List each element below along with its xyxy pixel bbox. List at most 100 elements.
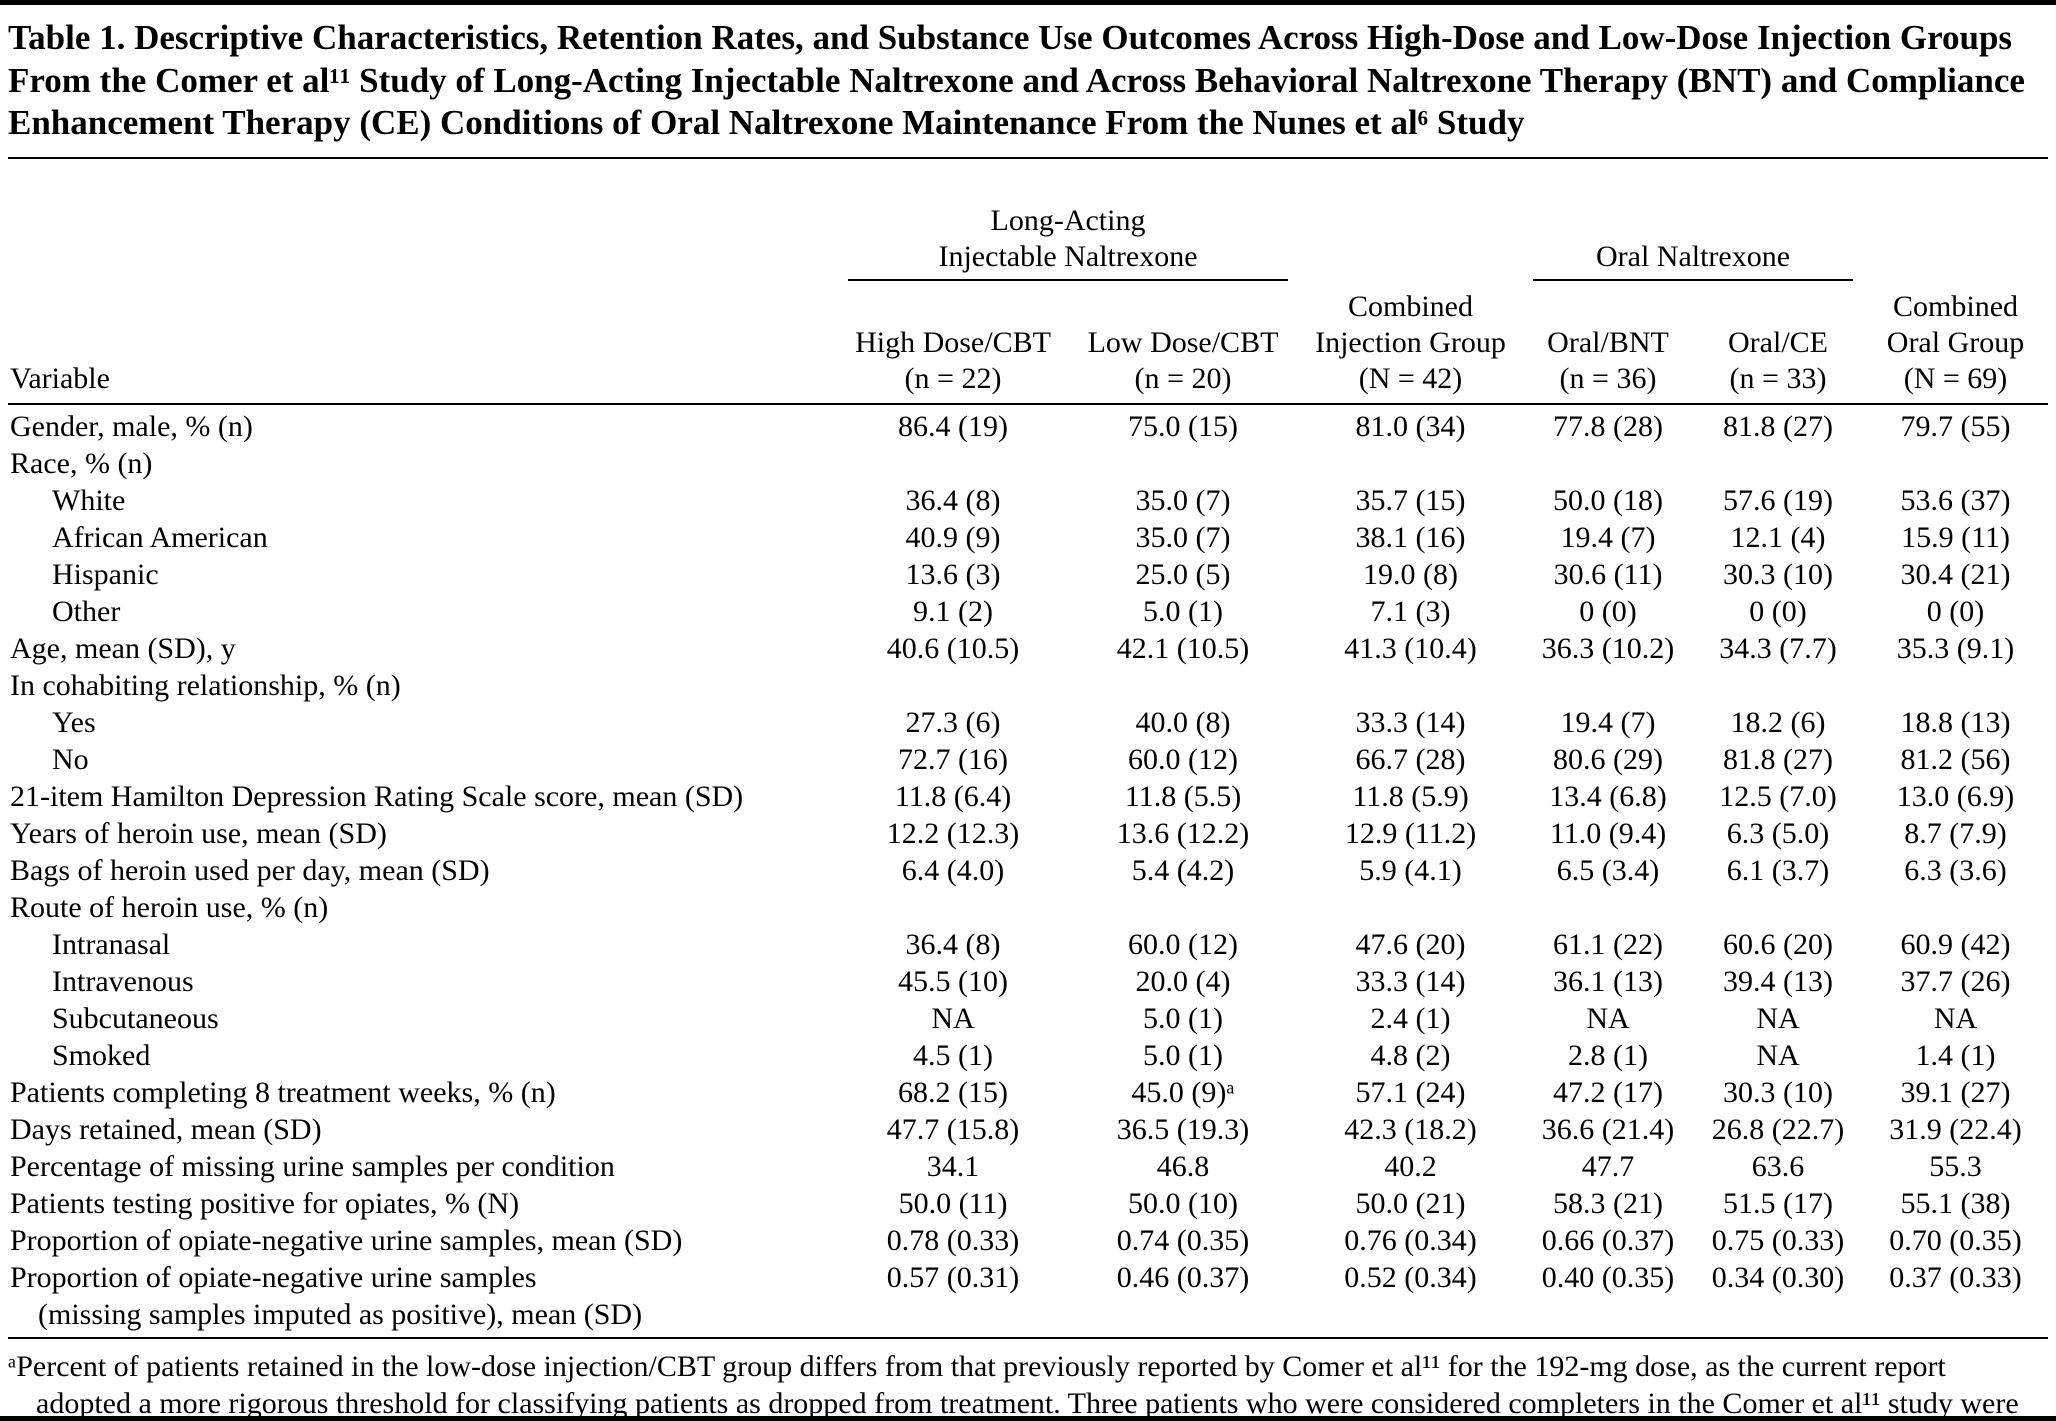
value-cell [1298, 445, 1523, 482]
value-cell: 27.3 (6) [905, 706, 1001, 740]
value-cell: 34.1 [926, 1150, 980, 1184]
value-cell: 50.0 (18) [1553, 484, 1663, 518]
value-cell: 25.0 (5) [1135, 558, 1231, 592]
row-label: Patients testing positive for opiates, %… [10, 1187, 520, 1221]
value-cell: 40.6 (10.5) [886, 632, 1020, 666]
value-cell: 5.0 (1) [1143, 1039, 1223, 1073]
table-row: Proportion of opiate-negative urine samp… [8, 1259, 2048, 1338]
value-cell: 0 (0) [1749, 595, 1807, 629]
value-cell: 6.1 (3.7) [1726, 854, 1830, 888]
value-cell: 0.70 (0.35) [1889, 1224, 2022, 1258]
row-label: Yes [52, 706, 96, 740]
value-cell [1068, 445, 1298, 482]
row-label: Other [52, 595, 121, 629]
value-cell: 0.40 (0.35) [1541, 1261, 1675, 1295]
value-cell: 12.5 (7.0) [1719, 780, 1837, 814]
table-row: Smoked 4.5 (1) 5.0 (1) 4.8 (2) 2.8 (1) NA 1.4 … [8, 1037, 2048, 1074]
value-cell: 55.1 (38) [1900, 1187, 2011, 1221]
value-cell: 0 (0) [1926, 595, 1985, 629]
value-cell: 13.6 (3) [905, 558, 1001, 592]
value-cell: 30.4 (21) [1900, 558, 2011, 592]
value-cell: 36.6 (21.4) [1541, 1113, 1675, 1147]
value-cell: 2.4 (1) [1370, 1002, 1451, 1036]
value-cell: NA [931, 1002, 975, 1036]
value-cell [1523, 667, 1693, 704]
value-cell: 11.8 (5.5) [1124, 780, 1242, 814]
row-label: Age, mean (SD), y [10, 632, 236, 666]
table-row: Subcutaneous NA 5.0 (1) 2.4 (1) NA NA NA [8, 1000, 2048, 1037]
value-cell: 0.34 (0.30) [1711, 1261, 1845, 1295]
value-cell [1863, 445, 2048, 482]
value-cell: 40.2 [1384, 1150, 1437, 1184]
table-row: Proportion of opiate-negative urine samp… [8, 1222, 2048, 1259]
value-cell [1298, 889, 1523, 926]
row-label: Subcutaneous [52, 1002, 219, 1036]
value-cell: 13.4 (6.8) [1549, 780, 1667, 814]
table-body: Gender, male, % (n) 86.4 (19) 75.0 (15) 81.… [8, 404, 2049, 1339]
value-cell: 46.8 [1156, 1150, 1210, 1184]
value-cell [1863, 889, 2048, 926]
row-label: 21-item Hamilton Depression Rating Scale… [10, 780, 744, 814]
table-row: Bags of heroin used per day, mean (SD) 6.… [8, 852, 2048, 889]
value-cell: 6.5 (3.4) [1556, 854, 1660, 888]
spanner-injectable: Long-Acting Injectable Naltrexone [838, 159, 1298, 317]
value-cell: 35.7 (15) [1355, 484, 1466, 518]
table-row: African American 40.9 (9) 35.0 (7) 38.1 (16… [8, 519, 2048, 556]
value-cell: 0.52 (0.34) [1344, 1261, 1477, 1295]
value-cell: 26.8 (22.7) [1711, 1113, 1845, 1147]
value-cell: 11.0 (9.4) [1549, 817, 1667, 851]
row-label: Route of heroin use, % (n) [10, 891, 329, 925]
data-table: Variable Long-Acting Injectable Naltrexo… [8, 159, 2049, 1339]
row-label: Hispanic [52, 558, 159, 592]
value-cell: 15.9 (11) [1901, 521, 2010, 555]
value-cell: 47.7 [1581, 1150, 1635, 1184]
value-cell: 36.1 (13) [1553, 965, 1663, 999]
table-row: Percentage of missing urine samples per … [8, 1148, 2048, 1185]
value-cell [838, 445, 1068, 482]
value-cell: 35.3 (9.1) [1896, 632, 2015, 666]
value-cell: NA [1933, 1002, 1978, 1036]
value-cell: 12.2 (12.3) [886, 817, 1020, 851]
value-cell [1523, 445, 1693, 482]
value-cell: 39.1 (27) [1900, 1076, 2011, 1110]
value-cell: 0.74 (0.35) [1116, 1224, 1250, 1258]
value-cell: 33.3 (14) [1355, 965, 1466, 999]
value-cell: 6.4 (4.0) [901, 854, 1005, 888]
value-cell: 61.1 (22) [1553, 928, 1663, 962]
value-cell: 33.3 (14) [1355, 706, 1466, 740]
value-cell: 19.4 (7) [1560, 706, 1656, 740]
value-cell: 0 (0) [1579, 595, 1637, 629]
footnotes: ᵃPercent of patients retained in the low… [8, 1339, 2048, 1416]
table-header: Variable Long-Acting Injectable Naltrexo… [8, 159, 2049, 405]
row-label: Intravenous [52, 965, 194, 999]
value-cell: 6.3 (5.0) [1726, 817, 1830, 851]
value-cell: 38.1 (16) [1355, 521, 1466, 555]
value-cell: 13.6 (12.2) [1116, 817, 1250, 851]
value-cell: 81.0 (34) [1355, 410, 1466, 444]
value-cell: 13.0 (6.9) [1896, 780, 2015, 814]
row-label-continuation: (missing samples imputed as positive), m… [38, 1298, 643, 1332]
table-row: White 36.4 (8) 35.0 (7) 35.7 (15) 50.0 (18) 5… [8, 482, 2048, 519]
value-cell: 19.4 (7) [1560, 521, 1656, 555]
value-cell: 18.2 (6) [1730, 706, 1826, 740]
value-cell [1523, 889, 1693, 926]
value-cell: 5.4 (4.2) [1131, 854, 1235, 888]
value-cell [1693, 667, 1863, 704]
column-header-high-dose: High Dose/CBT (n = 22) [855, 326, 1051, 396]
value-cell: 39.4 (13) [1723, 965, 1833, 999]
value-cell: 5.0 (1) [1143, 595, 1223, 629]
value-cell: 11.8 (5.9) [1352, 780, 1469, 814]
value-cell: 72.7 (16) [898, 743, 1008, 777]
table-row: Intranasal 36.4 (8) 60.0 (12) 47.6 (20) 61.1… [8, 926, 2048, 963]
table-row: Gender, male, % (n) 86.4 (19) 75.0 (15) 81.… [8, 404, 2048, 445]
value-cell: 0.37 (0.33) [1889, 1261, 2022, 1295]
value-cell: 81.2 (56) [1900, 743, 2011, 777]
value-cell: 51.5 (17) [1723, 1187, 1833, 1221]
value-cell: NA [1756, 1002, 1800, 1036]
table-title: Table 1. Descriptive Characteristics, Re… [8, 11, 2048, 160]
column-header-combined-oral: Combined Oral Group (N = 69) [1886, 290, 2025, 396]
value-cell: 4.5 (1) [913, 1039, 993, 1073]
value-cell: 0.75 (0.33) [1711, 1224, 1845, 1258]
value-cell: 75.0 (15) [1128, 410, 1238, 444]
